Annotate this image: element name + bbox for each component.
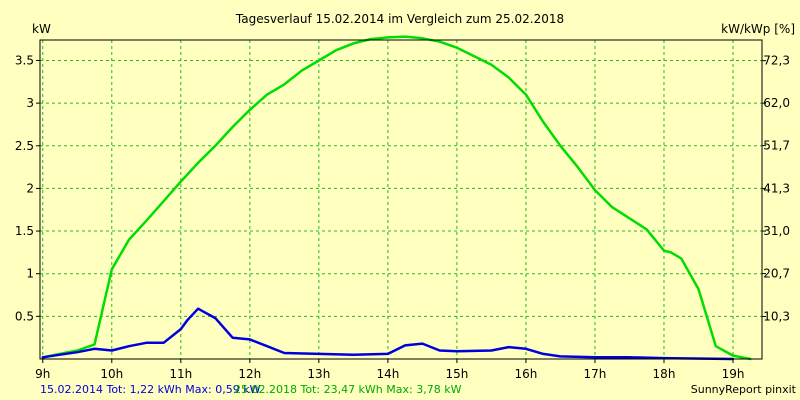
x-tick-labels: 9h 10h 11h 12h 13h 14h 15h 16h 17h 18h 19h: [35, 359, 744, 381]
legend-series-2018: 25.02.2018 Tot: 23,47 kWh Max: 3,78 kW: [234, 383, 462, 396]
y2-tick-label: 72,3: [763, 54, 790, 68]
chart-title: Tagesverlauf 15.02.2014 im Vergleich zum…: [235, 12, 564, 26]
x-tick-label: 18h: [653, 367, 676, 381]
y-tick-label: 2: [26, 181, 34, 195]
y-tick-labels-right: 10,3 20,7 31,0 41,3 51,7 62,0 72,3: [762, 54, 790, 323]
y2-tick-label: 10,3: [763, 309, 790, 323]
x-tick-label: 19h: [722, 367, 745, 381]
series-line-15.02.2014: [41, 307, 735, 361]
x-tick-label: 15h: [445, 367, 468, 381]
y-tick-label: 0.5: [15, 309, 34, 323]
x-tick-label: 14h: [376, 367, 399, 381]
y-axis-label-left: kW: [32, 22, 51, 36]
y2-tick-label: 20,7: [763, 267, 790, 281]
y2-tick-label: 51,7: [763, 139, 790, 153]
brand-text: SunnyReport pinxit: [691, 383, 797, 396]
y-tick-label: 2.5: [15, 139, 34, 153]
x-tick-label: 13h: [307, 367, 330, 381]
y-tick-label: 3: [26, 96, 34, 110]
x-tick-label: 11h: [169, 367, 192, 381]
y-tick-label: 1.5: [15, 224, 34, 238]
y-tick-label: 1: [26, 267, 34, 281]
series-line-25.02.2018: [41, 35, 752, 361]
y-axis-label-right: kW/kWp [%]: [721, 22, 795, 36]
y2-tick-label: 62,0: [763, 96, 790, 110]
y-tick-label: 3.5: [15, 53, 34, 67]
y2-tick-label: 41,3: [763, 182, 790, 196]
x-tick-label: 16h: [514, 367, 537, 381]
x-tick-label: 17h: [584, 367, 607, 381]
x-tick-label: 12h: [238, 367, 261, 381]
x-tick-label: 9h: [35, 367, 50, 381]
y-tick-labels-left: 0.5 1 1.5 2 2.5 3 3.5: [15, 53, 40, 323]
plot-frame: [39, 39, 763, 360]
x-tick-label: 10h: [100, 367, 123, 381]
grid-layer: [40, 40, 762, 359]
series-layer: [41, 35, 752, 361]
legend-series-2014: 15.02.2014 Tot: 1,22 kWh Max: 0,59 kW: [40, 383, 261, 396]
y2-tick-label: 31,0: [763, 224, 790, 238]
